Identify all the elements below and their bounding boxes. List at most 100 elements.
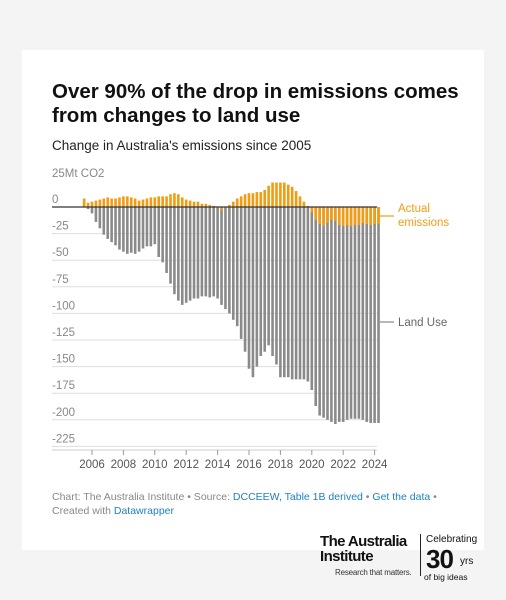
logo-number: 30 [426,544,454,574]
land-use-bar [212,207,215,297]
logo-separator [420,534,421,576]
actual-emissions-bar [118,197,121,207]
actual-emissions-bar [369,207,372,226]
land-use-bar [161,207,164,263]
land-use-bar [188,207,192,301]
actual-emissions-bar [94,200,98,207]
logo-big-ideas: of big ideas [424,572,468,582]
land-use-bar [141,207,145,249]
actual-emissions-bar [353,207,357,226]
actual-emissions-bar [90,201,94,207]
logo-line1: The Australia [320,533,407,550]
land-use-bar [349,207,353,419]
land-use-bar [357,207,361,419]
land-use-bar [271,207,274,356]
land-use-bar [326,207,329,420]
land-use-bar [239,207,243,339]
land-use-bar [275,207,278,365]
footer-sep: • [365,491,370,503]
y-tick-label: -25 [52,221,69,233]
actual-emissions-bar [145,198,149,207]
land-use-bar [341,207,345,422]
actual-emissions-bar [188,200,192,207]
actual-emissions-bar [126,196,129,207]
actual-emissions-bar [283,182,286,207]
actual-emissions-bar [373,207,376,225]
land-use-bar [361,207,365,420]
land-use-bar [102,207,106,235]
y-tick-label: -225 [52,433,75,445]
land-use-bar [204,207,208,297]
x-tick-label: 2020 [299,459,325,470]
actual-emissions-bar [337,207,341,226]
land-use-label: Land Use [398,317,447,329]
actual-emissions-bar [310,207,314,213]
actual-emissions-bar [314,207,318,220]
land-use-bar [122,207,125,252]
actual-emissions-bar [294,191,298,207]
actual-emissions-bar [239,196,243,207]
actual-emissions-bar [102,198,106,207]
land-use-bar [145,207,149,247]
land-use-bar [129,207,133,253]
actual-emissions-bar [200,203,204,207]
logo-wordmark: The Australia Institute [320,534,407,564]
actual-emissions-bar [137,200,141,207]
y-tick-label: -75 [52,274,69,286]
land-use-bar [90,207,94,214]
land-use-bar [137,207,141,252]
footer-credit: Chart: The Australia Institute [52,491,185,503]
land-use-bar [114,207,117,246]
actual-emissions-bar [133,198,137,207]
y-tick-label: -125 [52,327,75,339]
source-link[interactable]: DCCEEW, Table 1B derived [232,491,363,503]
actual-emissions-bar [377,207,380,225]
actual-emissions-label: Actual [398,203,430,215]
footer-created: • Created with [52,491,437,517]
actual-emissions-bar [165,196,168,207]
actual-emissions-bars [82,182,380,227]
x-tick-label: 2006 [79,459,105,470]
x-tick-label: 2024 [362,459,388,470]
actual-emissions-bar [161,196,164,207]
land-use-bar [334,207,337,425]
land-use-bar [369,207,372,423]
land-use-bar [173,207,176,295]
x-tick-label: 2010 [142,459,168,470]
actual-emissions-bar [275,182,278,207]
actual-emissions-bar [330,207,333,220]
land-use-bar [157,207,161,258]
actual-emissions-bar [228,204,231,207]
land-use-bar [216,207,219,299]
actual-emissions-bar [177,194,180,207]
actual-emissions-bar [204,203,208,207]
actual-emissions-bar [263,189,266,207]
actual-emissions-bar [345,207,349,226]
actual-emissions-bar [243,194,247,207]
y-tick-label: -50 [52,247,69,259]
land-use-bar [259,207,263,356]
actual-emissions-bar [298,196,302,207]
land-use-bar [177,207,180,301]
australia-institute-logo: The Australia Institute Research that ma… [320,532,490,587]
get-data-link[interactable]: Get the data [372,491,431,503]
land-use-bar [133,207,137,254]
actual-emissions-bar [235,198,239,207]
land-use-bar [243,207,247,352]
land-use-bar [373,207,376,423]
datawrapper-link[interactable]: Datawrapper [113,505,174,517]
actual-emissions-bar [349,207,353,227]
land-use-bar [286,207,290,378]
land-use-bar [247,207,251,369]
chart-title: Over 90% of the drop in emissions comes … [52,80,459,127]
actual-emissions-bar [334,207,337,221]
footer-source-label: • Source: [187,491,230,503]
land-use-bar [298,207,302,380]
actual-emissions-bar [271,182,274,207]
x-tick-label: 2022 [330,459,356,470]
x-tick-label: 2012 [173,459,199,470]
x-axis: 2006 2008 2010 2012 2014 2016 2018 2020 2022 2024 [52,449,388,470]
land-use-bar [106,207,109,239]
chart-subtitle: Change in Australia's emissions since 20… [52,138,312,153]
land-use-bar [169,207,172,284]
